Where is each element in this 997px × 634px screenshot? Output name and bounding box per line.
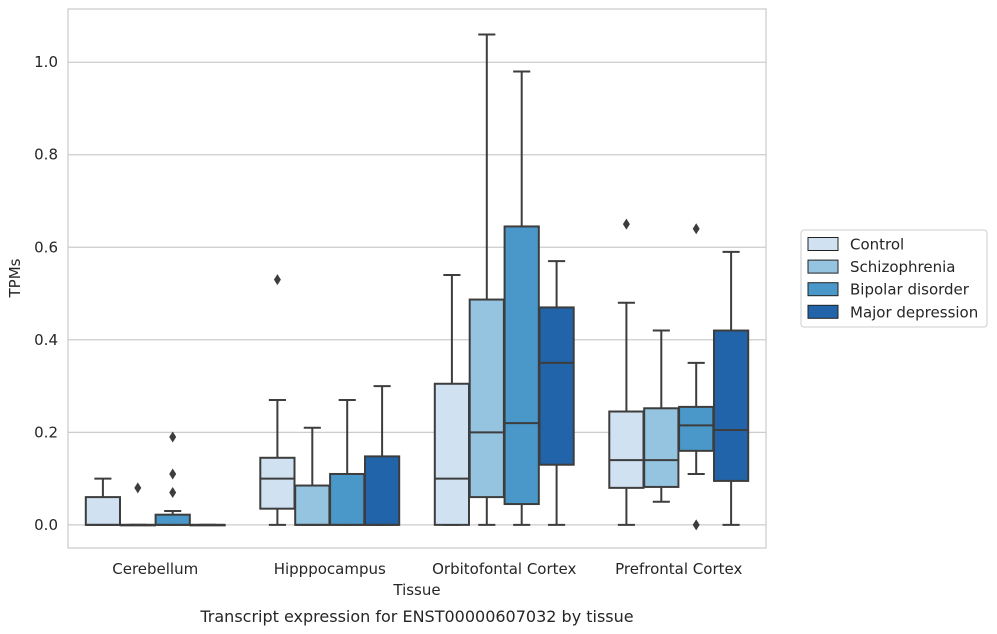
box-iqr [433, 382, 471, 526]
box-iqr [643, 407, 680, 488]
x-tick-labels: Cerebellum Hipppocampus Orbitofontal Corte… [112, 560, 742, 578]
box-iqr [538, 306, 575, 466]
x-tick-label: Prefrontal Cortex [615, 560, 742, 578]
y-tick-labels: 0.0 0.2 0.4 0.6 0.8 1.0 [34, 53, 58, 534]
x-tick-label: Hipppocampus [274, 560, 386, 578]
legend: Control Schizophrenia Bipolar disorder Majo… [800, 229, 988, 328]
figure-caption: Transcript expression for ENST0000060703… [199, 607, 633, 626]
y-tick-label: 0.0 [34, 516, 58, 534]
box-3-2 [678, 223, 715, 531]
box-iqr [503, 225, 540, 506]
box-0-2 [154, 431, 191, 526]
box-iqr [329, 472, 366, 526]
box-3-1 [643, 329, 680, 503]
legend-label: Control [850, 236, 904, 254]
box-2-1 [468, 33, 505, 526]
outlier-point [273, 274, 281, 286]
outlier-point [692, 223, 700, 235]
box-2-3 [538, 260, 575, 526]
legend-swatch [807, 282, 839, 297]
legend-swatch [807, 259, 839, 274]
y-tick-label: 0.2 [34, 423, 58, 441]
outlier-point [692, 519, 700, 531]
box-iqr [363, 455, 401, 526]
y-tick-label: 1.0 [34, 53, 58, 71]
outlier-point [169, 486, 177, 498]
box-1-1 [294, 426, 331, 526]
box-iqr [294, 484, 331, 526]
legend-label: Schizophrenia [850, 258, 955, 276]
x-tick-label: Cerebellum [112, 560, 198, 578]
legend-swatch [807, 237, 839, 251]
box-groups [84, 33, 750, 531]
box-iqr [154, 513, 191, 526]
outlier-point [134, 482, 142, 494]
box-iqr [608, 410, 645, 489]
outlier-point [622, 218, 630, 230]
box-iqr [712, 329, 750, 482]
outlier-point [169, 431, 177, 443]
legend-label: Major depression [850, 303, 978, 321]
box-iqr [259, 456, 296, 510]
y-tick-label: 0.6 [34, 238, 58, 256]
legend-swatch [807, 304, 839, 319]
box-2-2 [503, 70, 540, 526]
x-axis-label: Tissue [392, 581, 440, 599]
y-axis-label: TPMs [6, 258, 24, 298]
box-0-0 [84, 477, 122, 526]
box-0-3 [189, 523, 226, 527]
box-iqr [84, 496, 122, 526]
x-tick-label: Orbitofontal Cortex [432, 560, 576, 578]
plot-frame [67, 8, 767, 549]
legend-frame [800, 229, 988, 328]
outlier-point [169, 468, 177, 480]
box-1-3 [363, 385, 401, 526]
y-tick-label: 0.8 [34, 146, 58, 164]
box-1-2 [329, 398, 366, 526]
box-3-3 [712, 250, 750, 526]
legend-label: Bipolar disorder [850, 281, 970, 299]
y-tick-label: 0.4 [34, 331, 58, 349]
box-iqr [678, 405, 715, 452]
box-1-0 [259, 274, 296, 526]
box-iqr [468, 298, 505, 499]
box-3-0 [608, 218, 645, 526]
